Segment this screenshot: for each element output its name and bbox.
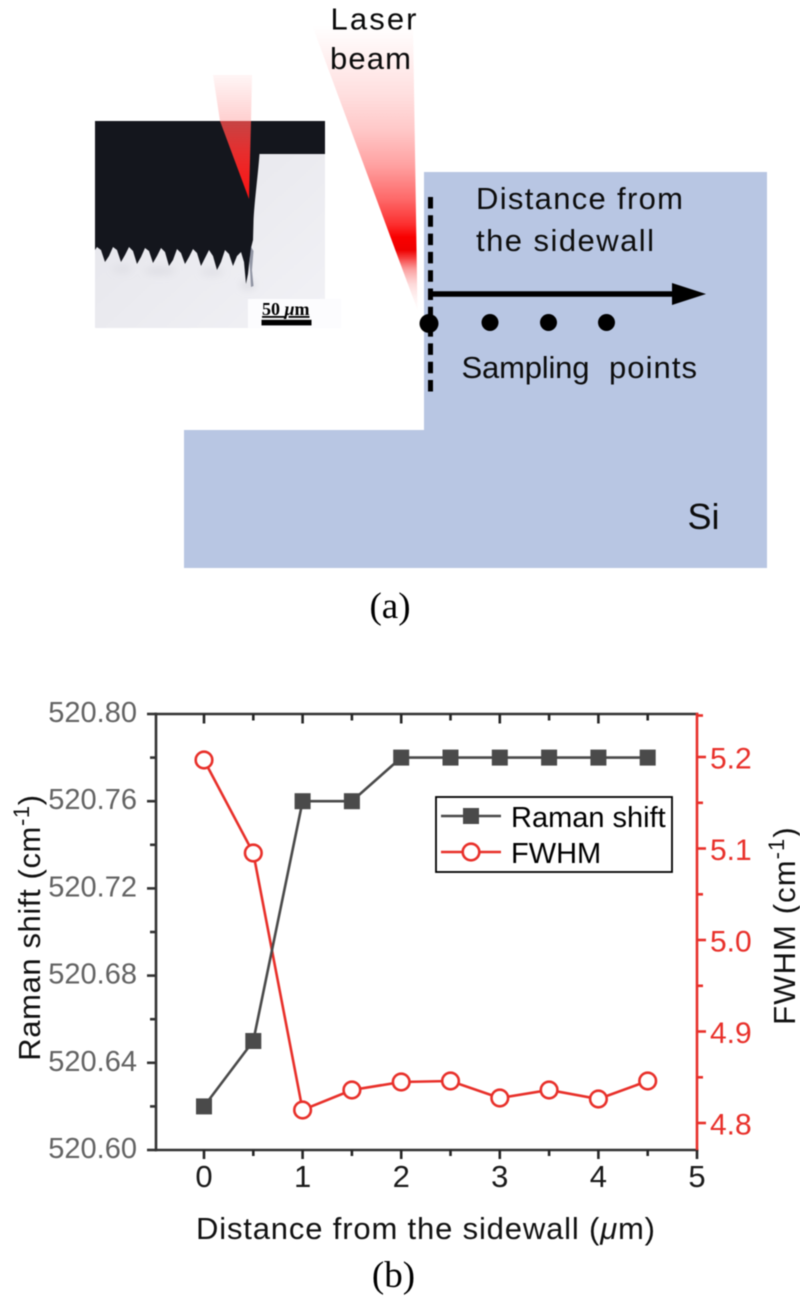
- svg-text:50 μm: 50 μm: [262, 299, 310, 319]
- svg-text:520.72: 520.72: [48, 871, 137, 903]
- svg-text:Si: Si: [688, 496, 720, 537]
- svg-text:FWHM: FWHM: [511, 838, 601, 870]
- svg-text:5.1: 5.1: [710, 834, 752, 867]
- svg-text:4.9: 4.9: [710, 1017, 752, 1050]
- svg-text:Laser: Laser: [331, 2, 417, 37]
- svg-text:points: points: [609, 350, 697, 385]
- svg-text:2: 2: [393, 1159, 410, 1194]
- svg-text:1: 1: [294, 1159, 311, 1194]
- svg-text:520.60: 520.60: [48, 1133, 137, 1165]
- svg-text:the sidewall: the sidewall: [476, 223, 654, 258]
- svg-text:Raman shift: Raman shift: [511, 802, 666, 834]
- svg-text:Sampling: Sampling: [462, 350, 590, 385]
- svg-text:Raman shift (cm-1): Raman shift (cm-1): [9, 794, 47, 1060]
- svg-text:520.64: 520.64: [48, 1046, 137, 1078]
- svg-text:(b): (b): [372, 1255, 415, 1296]
- svg-text:3: 3: [491, 1159, 508, 1194]
- svg-text:520.68: 520.68: [48, 959, 137, 991]
- svg-text:FWHM (cm-1): FWHM (cm-1): [764, 826, 800, 1025]
- svg-text:0: 0: [195, 1159, 212, 1194]
- svg-text:4.8: 4.8: [710, 1109, 752, 1142]
- svg-text:520.80: 520.80: [48, 697, 137, 729]
- svg-text:5: 5: [688, 1159, 705, 1194]
- svg-text:4: 4: [590, 1159, 607, 1194]
- svg-text:(a): (a): [369, 586, 410, 627]
- svg-text:beam: beam: [330, 41, 411, 76]
- svg-text:520.76: 520.76: [48, 784, 137, 816]
- svg-text:Distance from: Distance from: [476, 181, 683, 216]
- svg-text:5.2: 5.2: [710, 743, 752, 776]
- svg-text:Distance from the sidewall (μm: Distance from the sidewall (μm): [196, 1211, 655, 1246]
- svg-text:5.0: 5.0: [710, 926, 752, 959]
